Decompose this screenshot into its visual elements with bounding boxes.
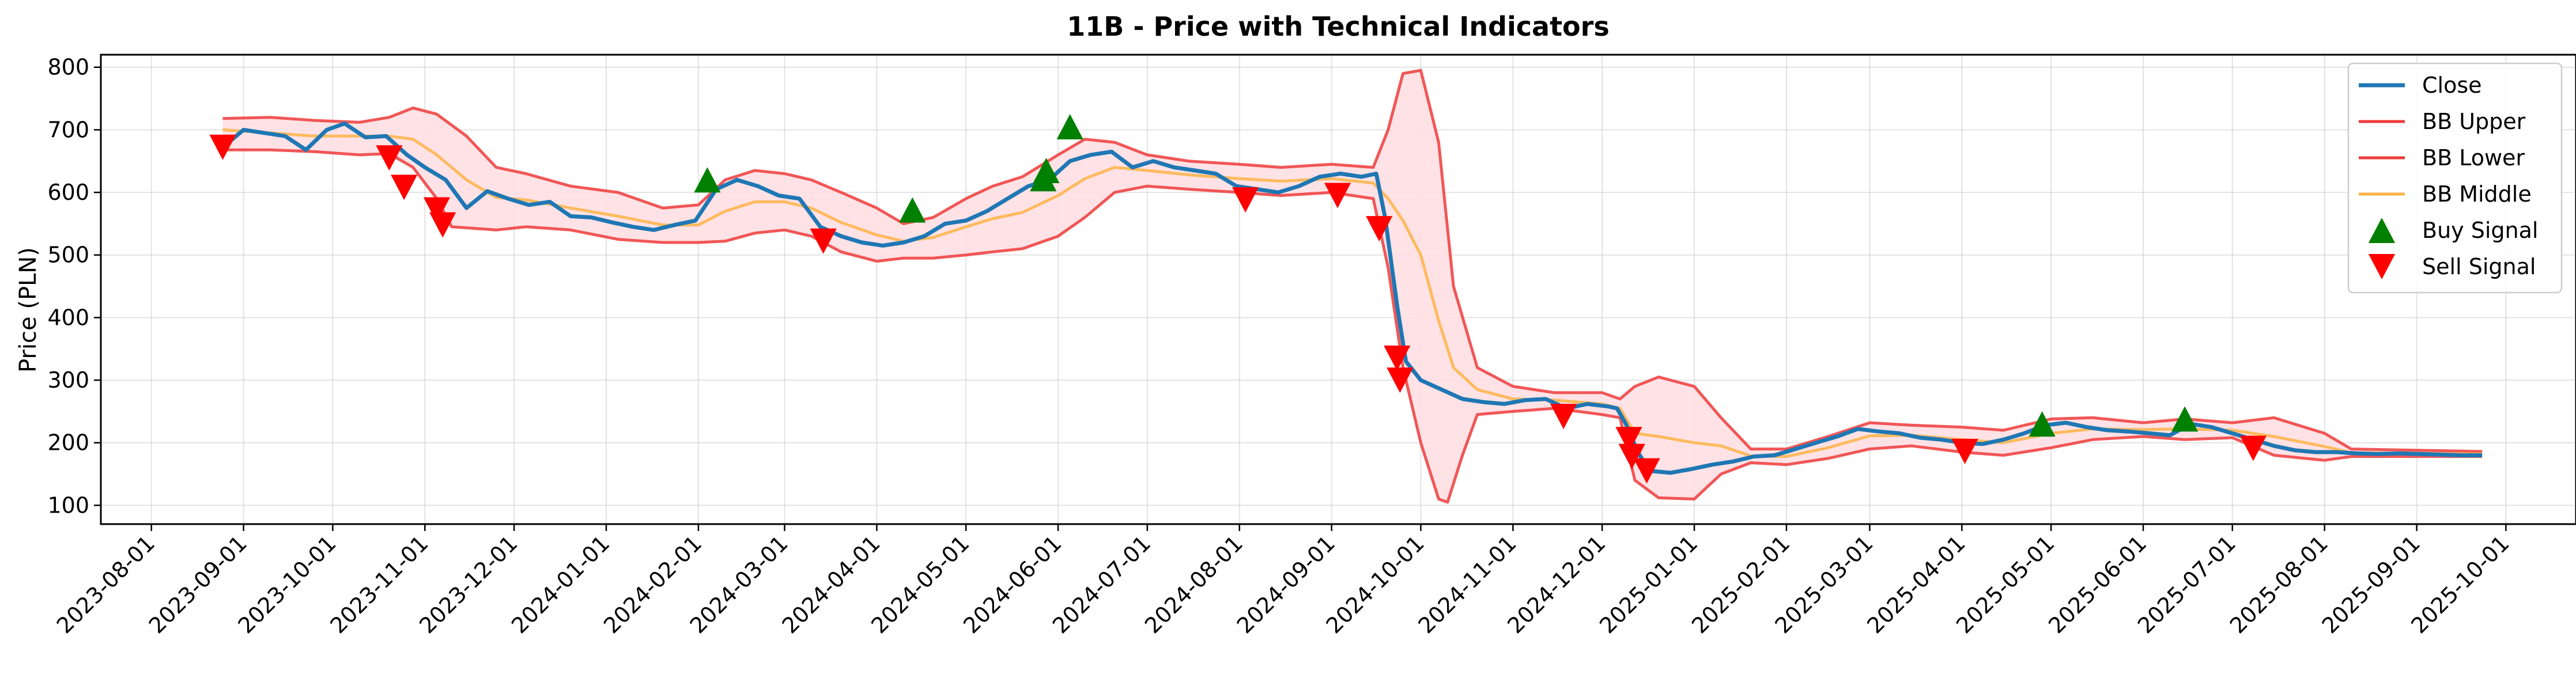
buy-signal-marker [694,167,721,193]
y-tick-label: 100 [47,492,89,518]
sell-signal-marker [1387,367,1414,393]
sell-signal-marker [1232,187,1259,213]
buy-signal-marker [1033,158,1060,183]
plot-frame [100,54,2576,525]
y-tick-label: 200 [47,430,89,456]
buy-signal-marker [2171,406,2199,432]
buy-signal-marker [899,197,926,223]
y-tick-label: 700 [47,117,89,142]
sell-signal-marker [376,145,403,171]
y-tick-label: 300 [47,367,89,393]
legend-label-close: Close [2422,73,2482,98]
bollinger-band-fill [222,70,2483,502]
legend-label-bb_middle: BB Middle [2422,181,2532,207]
sell-signal-marker [810,228,837,254]
signal-markers [209,114,2267,484]
sell-signal-marker [429,212,456,238]
series-line-bb-upper [222,69,2483,453]
legend-label-bb_lower: BB Lower [2422,145,2525,170]
sell-signal-marker [423,197,450,223]
bollinger-band-area [222,70,2483,502]
legend-label-bb_upper: BB Upper [2422,109,2526,134]
y-tick-label: 600 [47,180,89,205]
y-tick-label: 500 [47,242,89,268]
sell-signal-marker [1633,458,1660,484]
legend-label-buy: Buy Signal [2422,218,2538,243]
legend-swatch-sell [2368,254,2396,279]
sell-signal-marker [1618,443,1645,469]
sell-signal-marker [1550,404,1577,430]
sell-signal-marker [209,134,236,160]
buy-signal-marker [1056,114,1083,139]
sell-signal-marker [2239,435,2267,461]
y-tick-label: 400 [47,305,89,330]
y-axis-label: Price (PLN) [15,247,41,373]
sell-signal-marker [1951,438,1978,464]
sell-signal-marker [1366,216,1393,242]
legend-swatch-buy [2368,218,2396,243]
series-line-close [221,122,2483,475]
buy-signal-marker [2029,411,2056,437]
sell-signal-marker [1615,427,1642,453]
chart-title: 11B - Price with Technical Indicators [1067,11,1609,42]
sell-signal-marker [391,175,418,200]
y-tick-label: 800 [47,55,89,80]
sell-signal-marker [1384,346,1411,371]
sell-signal-marker [1324,183,1351,208]
legend-label-sell: Sell Signal [2422,254,2536,279]
grid [101,55,2574,524]
legend: Close BB Upper BB Lower BB Middle Buy Signal… [2347,62,2563,294]
y-axis-ticks: 100 200 300 400 500 600 700 800 [47,55,101,518]
